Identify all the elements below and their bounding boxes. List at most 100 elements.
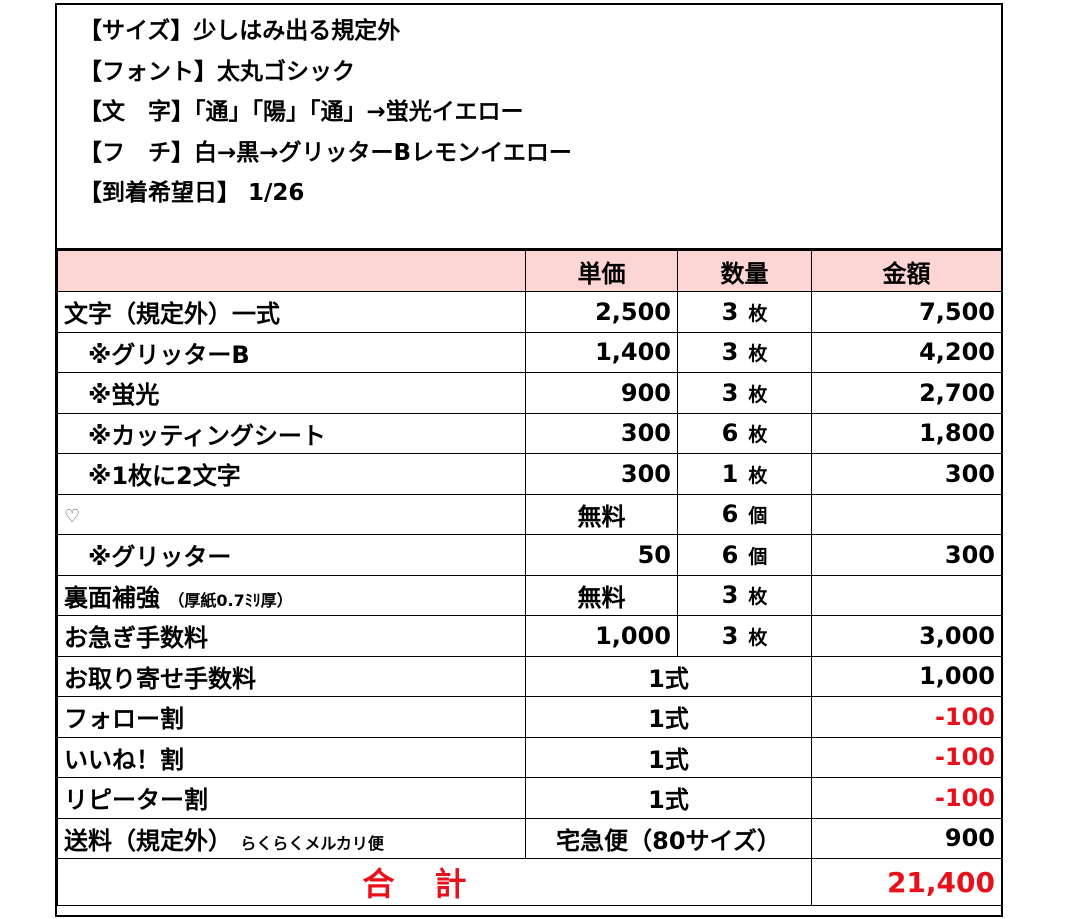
estimate-sheet: 【サイズ】少しはみ出る規定外 【フォント】太丸ゴシック 【文 字】「通」「陽」「…	[55, 3, 1003, 917]
row-amount	[811, 493, 1002, 535]
header-unit-price: 単価	[525, 250, 678, 292]
total-amount: 21,400	[811, 858, 1002, 906]
row-amount: 7,500	[811, 291, 1002, 333]
qty-unit: 枚	[748, 343, 768, 366]
qty-unit: 個	[748, 545, 768, 568]
qty-unit: 枚	[748, 302, 768, 325]
row-amount: 300	[811, 534, 1002, 576]
row-amount: -100	[811, 736, 1002, 778]
table-header: 単価 数量 金額	[57, 250, 1002, 292]
item-label: ※1枚に2文字	[88, 462, 241, 491]
qty-value: 3	[721, 378, 739, 407]
row-item: ※グリッター	[57, 534, 526, 576]
qty-value: 6	[721, 500, 739, 529]
price-table: 単価 数量 金額 文字（規定外）一式 2,500 3 枚 7,500 ※グリッターB 1,…	[57, 250, 1002, 906]
table-row: いいね！割 1式 -100	[57, 736, 1002, 778]
table-row: お取り寄せ手数料 1式 1,000	[57, 655, 1002, 697]
row-item: フォロー割	[57, 696, 526, 738]
row-amount: 1,000	[811, 655, 1002, 697]
row-unit-price: 50	[525, 534, 678, 576]
item-label: お急ぎ手数料	[64, 624, 208, 653]
item-label: ※グリッターB	[88, 340, 250, 369]
row-item: 文字（規定外）一式	[57, 291, 526, 333]
row-unit-price: 無料	[525, 574, 678, 616]
table-row: フォロー割 1式 -100	[57, 696, 1002, 738]
row-item: ※カッティングシート	[57, 412, 526, 454]
row-amount: 1,800	[811, 412, 1002, 454]
order-notes: 【サイズ】少しはみ出る規定外 【フォント】太丸ゴシック 【文 字】「通」「陽」「…	[57, 5, 1001, 250]
item-note: （厚紙0.7ﾐﾘ厚）	[168, 590, 293, 610]
header-quantity: 数量	[677, 250, 812, 292]
row-item: ♡	[57, 493, 526, 535]
item-label: お取り寄せ手数料	[64, 664, 256, 693]
table-row: ※1枚に2文字 300 1 枚 300	[57, 453, 1002, 495]
row-merged-qty: 宅急便（80サイズ）	[525, 817, 812, 859]
table-row: ※蛍光 900 3 枚 2,700	[57, 372, 1002, 414]
row-unit-price: 無料	[525, 493, 678, 535]
item-label: ♡	[64, 506, 81, 528]
qty-value: 3	[721, 581, 739, 610]
row-item: お急ぎ手数料	[57, 615, 526, 657]
row-unit-price: 1,400	[525, 331, 678, 373]
item-label: ※カッティングシート	[88, 421, 326, 450]
row-item: 裏面補強 （厚紙0.7ﾐﾘ厚）	[57, 574, 526, 616]
row-unit-price: 2,500	[525, 291, 678, 333]
item-label: 文字（規定外）一式	[64, 300, 280, 329]
row-unit-price: 300	[525, 453, 678, 495]
row-amount: -100	[811, 777, 1002, 819]
row-item: ※蛍光	[57, 372, 526, 414]
table-row: 文字（規定外）一式 2,500 3 枚 7,500	[57, 291, 1002, 333]
header-amount: 金額	[811, 250, 1002, 292]
item-label: フォロー割	[64, 705, 184, 734]
qty-value: 3	[721, 297, 739, 326]
total-label: 合計	[57, 858, 812, 906]
row-unit-price: 1,000	[525, 615, 678, 657]
row-item: 送料（規定外） らくらくメルカリ便	[57, 817, 526, 859]
row-unit-price: 900	[525, 372, 678, 414]
row-item: お取り寄せ手数料	[57, 655, 526, 697]
row-merged-qty: 1式	[525, 736, 812, 778]
row-amount: 4,200	[811, 331, 1002, 373]
qty-unit: 枚	[748, 464, 768, 487]
qty-unit: 個	[748, 505, 768, 528]
qty-unit: 枚	[748, 383, 768, 406]
row-amount	[811, 574, 1002, 616]
total-row: 合計 21,400	[57, 858, 1002, 906]
row-amount: 3,000	[811, 615, 1002, 657]
item-label: ※グリッター	[88, 543, 232, 572]
table-row: ※グリッター 50 6 個 300	[57, 534, 1002, 576]
note-size: 【サイズ】少しはみ出る規定外	[79, 18, 401, 44]
item-label: 送料（規定外）	[64, 826, 232, 855]
qty-value: 3	[721, 338, 739, 367]
qty-unit: 枚	[748, 586, 768, 609]
row-amount: -100	[811, 696, 1002, 738]
table-row: 送料（規定外） らくらくメルカリ便 宅急便（80サイズ） 900	[57, 817, 1002, 859]
row-merged-qty: 1式	[525, 777, 812, 819]
row-item: ※グリッターB	[57, 331, 526, 373]
qty-value: 1	[721, 459, 739, 488]
qty-unit: 枚	[748, 424, 768, 447]
row-merged-qty: 1式	[525, 696, 812, 738]
table-row: ※カッティングシート 300 6 枚 1,800	[57, 412, 1002, 454]
item-label: リピーター割	[64, 786, 208, 815]
row-item: いいね！割	[57, 736, 526, 778]
note-characters: 【文 字】「通」「陽」「通」→蛍光イエロー	[79, 99, 524, 125]
note-font: 【フォント】太丸ゴシック	[79, 58, 355, 85]
table-row: お急ぎ手数料 1,000 3 枚 3,000	[57, 615, 1002, 657]
header-item	[57, 250, 526, 292]
row-item: リピーター割	[57, 777, 526, 819]
row-item: ※1枚に2文字	[57, 453, 526, 495]
note-arrival-date: 【到着希望日】 1/26	[79, 180, 305, 206]
row-amount: 2,700	[811, 372, 1002, 414]
row-merged-qty: 1式	[525, 655, 812, 697]
qty-unit: 枚	[748, 626, 768, 649]
